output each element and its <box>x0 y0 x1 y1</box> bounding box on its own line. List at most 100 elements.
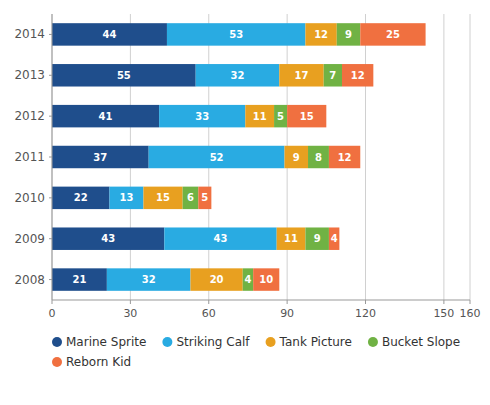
data-label: 15 <box>156 192 170 203</box>
x-tick-label: 90 <box>280 307 294 320</box>
legend-label: Striking Calf <box>176 335 250 349</box>
legend-swatch <box>52 337 62 347</box>
bar <box>52 105 159 127</box>
data-label: 11 <box>284 233 298 244</box>
y-tick <box>49 197 52 198</box>
y-tick <box>49 157 52 158</box>
bar <box>305 23 336 45</box>
bar <box>164 227 276 249</box>
legend-item: Bucket Slope <box>368 335 460 349</box>
y-tick <box>49 279 52 280</box>
axes: 0306090120150160200820092010201120122013… <box>14 14 480 320</box>
data-label: 32 <box>231 70 245 81</box>
data-label: 12 <box>351 70 365 81</box>
bar <box>143 187 182 209</box>
bar <box>52 64 196 86</box>
chart: 2143223741554432431352333253201115911171… <box>0 0 490 405</box>
legend-label: Bucket Slope <box>382 335 460 349</box>
y-tick <box>49 238 52 239</box>
data-label: 8 <box>315 152 322 163</box>
data-label: 53 <box>229 29 243 40</box>
bar <box>52 187 109 209</box>
data-label: 9 <box>314 233 321 244</box>
x-tick-label: 120 <box>355 307 376 320</box>
bar <box>190 268 242 290</box>
bar <box>159 105 245 127</box>
data-label: 7 <box>329 70 336 81</box>
bar <box>183 187 199 209</box>
bar <box>196 64 280 86</box>
bar <box>243 268 253 290</box>
grid <box>52 14 470 300</box>
x-tick <box>208 300 209 304</box>
bar <box>287 105 326 127</box>
bar <box>167 23 305 45</box>
x-tick <box>52 300 53 304</box>
data-label: 5 <box>277 111 284 122</box>
legend-swatch <box>266 337 276 347</box>
bar <box>52 268 107 290</box>
data-label: 6 <box>187 192 194 203</box>
data-label: 11 <box>253 111 267 122</box>
grid-line <box>470 14 471 300</box>
bar <box>337 23 361 45</box>
x-tick <box>287 300 288 304</box>
legend-item: Reborn Kid <box>52 355 131 369</box>
bar <box>308 146 329 168</box>
bars <box>52 23 426 291</box>
data-label: 55 <box>117 70 131 81</box>
bar <box>329 227 339 249</box>
legend-label: Marine Sprite <box>66 335 146 349</box>
bar <box>342 64 373 86</box>
bar <box>274 105 287 127</box>
y-tick <box>49 34 52 35</box>
x-tick <box>365 300 366 304</box>
y-tick-label: 2011 <box>14 150 45 164</box>
data-label: 5 <box>201 192 208 203</box>
data-label: 20 <box>210 274 224 285</box>
data-label: 41 <box>99 111 113 122</box>
data-label: 15 <box>300 111 314 122</box>
data-label: 43 <box>214 233 228 244</box>
bar <box>277 227 306 249</box>
data-label: 9 <box>293 152 300 163</box>
x-tick-label: 160 <box>460 307 481 320</box>
y-tick-label: 2013 <box>14 68 45 82</box>
data-label: 43 <box>101 233 115 244</box>
y-tick-label: 2010 <box>14 191 45 205</box>
bar <box>285 146 309 168</box>
data-label: 4 <box>331 233 338 244</box>
data-label: 44 <box>103 29 117 40</box>
bar <box>52 227 164 249</box>
data-label: 33 <box>195 111 209 122</box>
x-tick-label: 30 <box>123 307 137 320</box>
bar <box>109 187 143 209</box>
legend: Marine Sprite Striking Calf Tank Picture Bu… <box>52 335 460 369</box>
x-tick-label: 150 <box>433 307 454 320</box>
legend-label: Tank Picture <box>279 335 352 349</box>
bar <box>107 268 191 290</box>
x-axis-line <box>52 300 470 301</box>
bar <box>360 23 425 45</box>
x-tick <box>470 300 471 304</box>
data-labels: 2143223741554432431352333253201115911171… <box>72 29 399 285</box>
legend-swatch <box>368 337 378 347</box>
bar <box>253 268 279 290</box>
data-label: 25 <box>386 29 400 40</box>
legend-item: Marine Sprite <box>52 335 146 349</box>
bar <box>305 227 329 249</box>
bar <box>52 146 149 168</box>
legend-item: Striking Calf <box>162 335 250 349</box>
y-tick-label: 2008 <box>14 273 45 287</box>
y-tick-label: 2012 <box>14 109 45 123</box>
bar <box>149 146 285 168</box>
legend-swatch <box>52 357 62 367</box>
bar <box>324 64 342 86</box>
grid-line <box>365 14 366 300</box>
data-label: 52 <box>210 152 224 163</box>
y-tick-label: 2014 <box>14 27 45 41</box>
data-label: 22 <box>74 192 88 203</box>
data-label: 21 <box>72 274 86 285</box>
legend-swatch <box>162 337 172 347</box>
data-label: 37 <box>93 152 107 163</box>
